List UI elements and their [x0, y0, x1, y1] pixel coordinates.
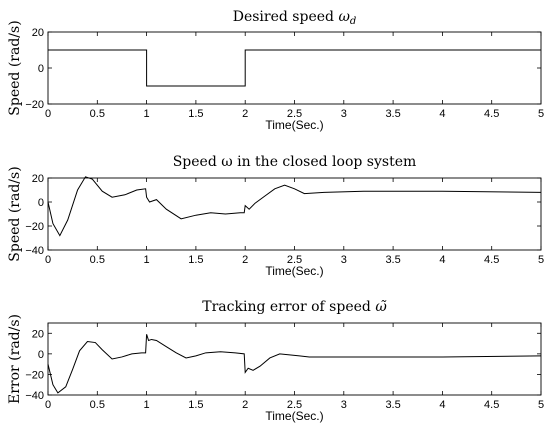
x-tick-label: 2 — [242, 108, 248, 120]
y-tick-label: −20 — [25, 99, 44, 111]
x-tick-label: 5 — [538, 254, 544, 266]
y-tick-label: 0 — [38, 349, 44, 361]
y-tick-label: 0 — [38, 63, 44, 75]
x-tick-label: 1.5 — [188, 108, 203, 120]
subplot-title: Speed ω in the closed loop system — [173, 154, 417, 170]
x-tick-label: 0 — [45, 108, 51, 120]
x-tick-label: 1.5 — [188, 254, 203, 266]
x-tick-label: 1.5 — [188, 399, 203, 411]
x-tick-label: 2.5 — [287, 399, 302, 411]
x-tick-label: 3.5 — [385, 399, 400, 411]
x-tick-label: 2 — [242, 399, 248, 411]
y-tick-label: −40 — [25, 245, 44, 257]
subplot-3: 0 0.5 1 1.5 2 2.5 3 3.5 4 4.5 5 20 0 −20 −40 Tracking e… — [7, 299, 544, 423]
y-tick-label: −20 — [25, 369, 44, 381]
plot-frame — [47, 31, 542, 105]
x-tick-label: 1 — [144, 399, 150, 411]
y-axis-label: Speed (rad/s) — [7, 20, 23, 115]
x-tick-label: 4 — [439, 108, 445, 120]
y-tick-label: 0 — [38, 197, 44, 209]
x-tick-label: 0 — [45, 254, 51, 266]
x-tick-label: 5 — [538, 399, 544, 411]
subplot-2: 0 0.5 1 1.5 2 2.5 3 3.5 4 4.5 5 20 0 −20 −40 Speed ω in… — [7, 154, 544, 278]
x-tick-label: 3.5 — [385, 254, 400, 266]
y-tick-label: −20 — [25, 221, 44, 233]
x-tick-label: 2.5 — [287, 254, 302, 266]
x-axis-label: Time(Sec.) — [265, 118, 323, 132]
y-tick-label: 20 — [32, 173, 44, 185]
x-tick-label: 0.5 — [90, 399, 105, 411]
x-tick-label: 3 — [341, 108, 347, 120]
subplot-title: Tracking error of speed ω̃ — [202, 299, 387, 315]
x-tick-label: 2.5 — [287, 108, 302, 120]
x-axis-label: Time(Sec.) — [265, 409, 323, 423]
x-tick-label: 5 — [538, 108, 544, 120]
x-tick-label: 3.5 — [385, 108, 400, 120]
x-tick-label: 4.5 — [484, 108, 499, 120]
series-line — [47, 176, 542, 237]
x-tick-label: 2 — [242, 254, 248, 266]
x-tick-label: 0.5 — [90, 254, 105, 266]
x-axis-label: Time(Sec.) — [265, 264, 323, 278]
series-line — [47, 334, 542, 394]
y-tick-label: −40 — [25, 390, 44, 402]
x-tick-label: 0.5 — [90, 108, 105, 120]
y-axis-label: Speed (rad/s) — [7, 166, 23, 261]
x-tick-label: 4.5 — [484, 399, 499, 411]
y-tick-label: 20 — [32, 328, 44, 340]
x-tick-label: 3 — [341, 254, 347, 266]
x-tick-label: 1 — [144, 254, 150, 266]
series-line — [48, 49, 541, 87]
x-tick-label: 4.5 — [484, 254, 499, 266]
x-tick-label: 3 — [341, 399, 347, 411]
plot-frame — [47, 322, 542, 396]
x-tick-label: 1 — [144, 108, 150, 120]
y-axis-label: Error (rad/s) — [7, 314, 23, 404]
subplot-title: Desired speed ωd — [233, 9, 357, 27]
y-tick-label: 20 — [32, 27, 44, 39]
x-tick-label: 4 — [439, 399, 445, 411]
x-tick-label: 4 — [439, 254, 445, 266]
x-tick-label: 0 — [45, 399, 51, 411]
